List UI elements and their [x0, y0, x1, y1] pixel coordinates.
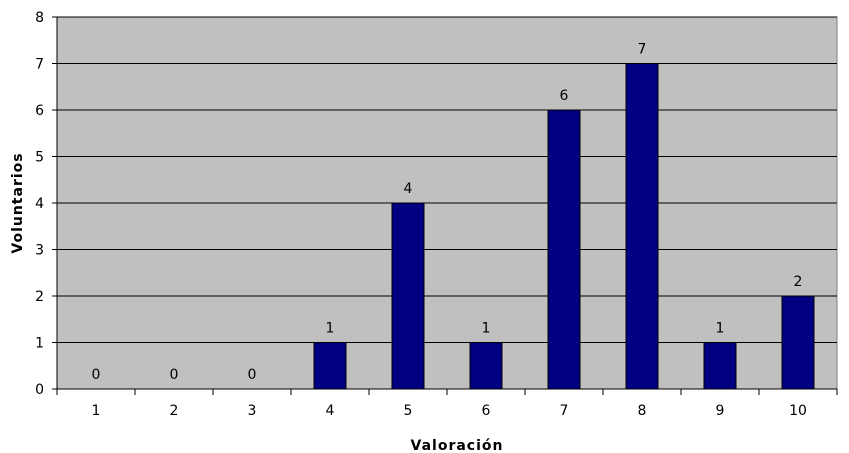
- y-tick-label: 1: [35, 336, 44, 352]
- data-label: 1: [482, 321, 491, 337]
- y-tick-label: 0: [35, 382, 44, 398]
- data-label: 0: [170, 367, 179, 383]
- y-tick-label: 8: [35, 10, 44, 26]
- x-tick-label: 7: [560, 403, 569, 419]
- y-tick-label: 4: [35, 196, 44, 212]
- data-label: 0: [92, 367, 101, 383]
- bar-5: [391, 202, 425, 390]
- x-tick-label: 8: [638, 403, 647, 419]
- x-tick-label: 4: [326, 403, 335, 419]
- data-label: 6: [560, 88, 569, 104]
- bars: [313, 63, 815, 390]
- x-tick-label: 3: [248, 403, 257, 419]
- y-tick-label: 6: [35, 103, 44, 119]
- bar-4: [313, 342, 347, 390]
- data-label: 1: [716, 321, 725, 337]
- y-tick-label: 3: [35, 243, 44, 259]
- data-labels: 0 0 0 1 4 1 6 7 1 2: [92, 42, 803, 384]
- x-tick-label: 10: [789, 403, 807, 419]
- bar-10: [781, 295, 815, 390]
- x-axis-title: Valoración: [411, 438, 504, 453]
- bar-8: [625, 63, 659, 390]
- x-tick-label: 9: [716, 403, 725, 419]
- x-tick-label: 6: [482, 403, 491, 419]
- x-tick-label: 5: [404, 403, 413, 419]
- y-tick-label: 7: [35, 57, 44, 73]
- x-tick-label: 1: [92, 403, 101, 419]
- y-tick-label: 2: [35, 289, 44, 305]
- data-label: 7: [638, 42, 647, 58]
- data-label: 0: [248, 367, 257, 383]
- bar-7: [547, 109, 581, 390]
- x-tick-label: 2: [170, 403, 179, 419]
- bar-9: [703, 342, 737, 390]
- y-tick-label: 5: [35, 150, 44, 166]
- data-label: 2: [794, 274, 803, 290]
- y-axis-title: Voluntarios: [10, 152, 26, 253]
- data-label: 4: [404, 181, 413, 197]
- data-label: 1: [326, 321, 335, 337]
- bar-6: [469, 342, 503, 390]
